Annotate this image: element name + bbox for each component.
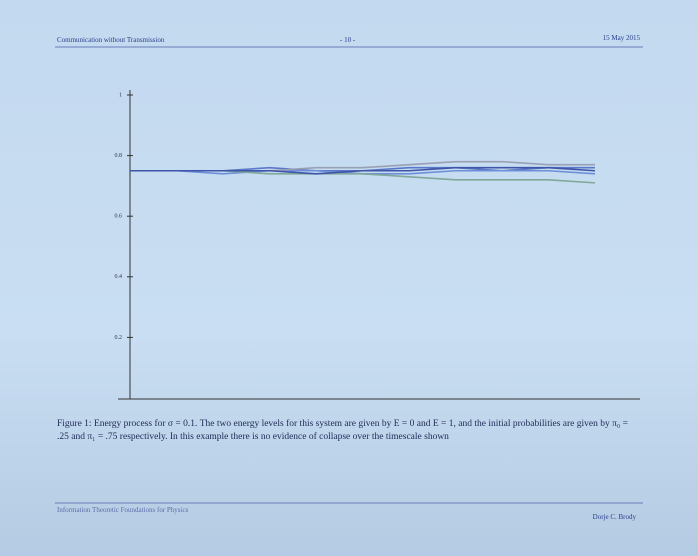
y-tick-label: 1 bbox=[119, 92, 122, 98]
slide: Communication without Transmission - 10 … bbox=[0, 0, 698, 556]
y-tick-label: 0.4 bbox=[115, 274, 123, 280]
figure-caption: Figure 1: Energy process for σ = 0.1. Th… bbox=[57, 418, 642, 444]
y-tick-label: 0.8 bbox=[115, 153, 123, 159]
footer-author: Dorje C. Brody bbox=[593, 513, 636, 521]
y-tick-label: 0.2 bbox=[115, 335, 123, 341]
footer-title: Information Theoretic Foundations for Ph… bbox=[57, 506, 188, 514]
y-tick-label: 0.6 bbox=[115, 214, 123, 220]
chart: 0.2 0.4 0.6 0.8 1 bbox=[0, 0, 698, 556]
